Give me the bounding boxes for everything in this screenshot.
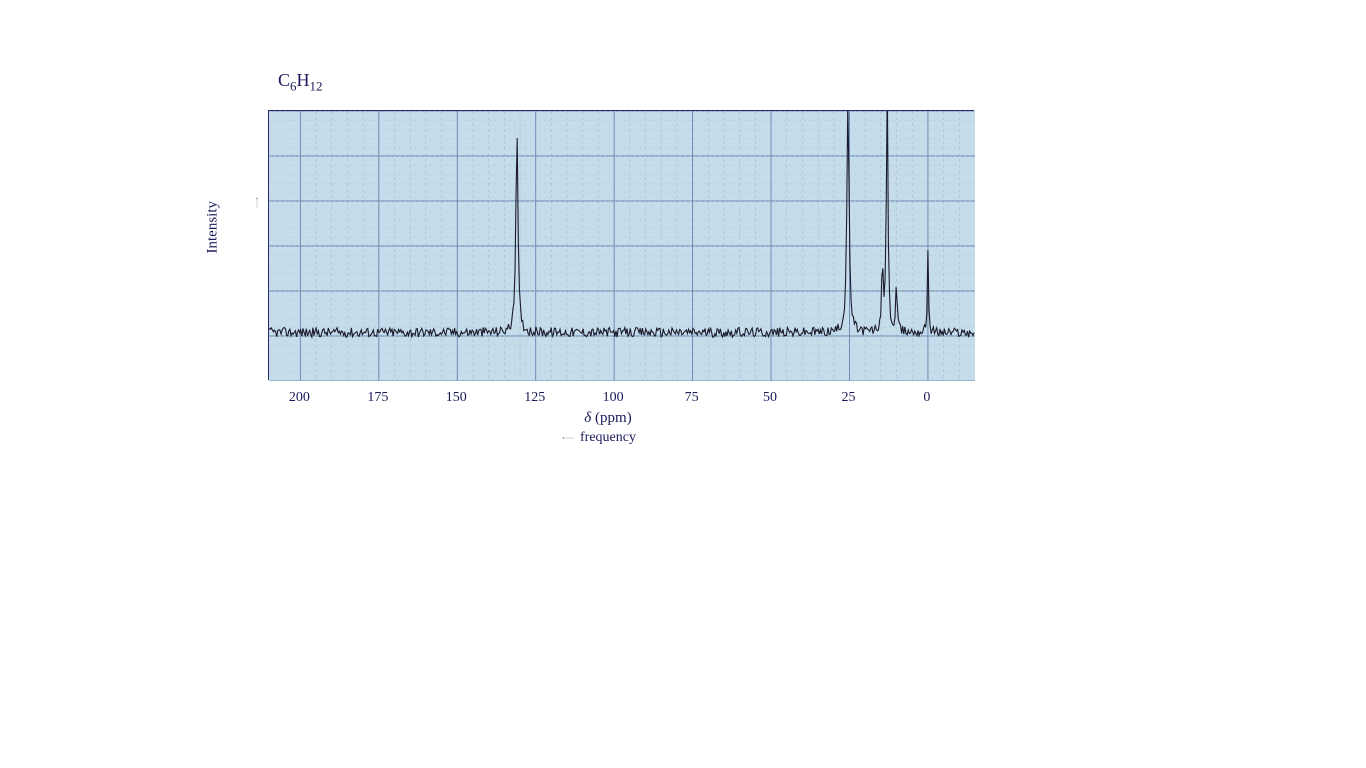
x-tick-label: 150: [446, 390, 467, 406]
x-axis-label: δ (ppm): [584, 410, 631, 427]
x-tick-label: 25: [841, 390, 855, 406]
chart-title: C6H12: [278, 70, 323, 95]
formula-h-sub: 12: [310, 79, 323, 94]
nmr-chart: C6H12 Intensity 2001751501251007550250 δ…: [228, 80, 988, 460]
intensity-arrow-icon: [256, 175, 258, 230]
formula-h: H: [297, 70, 310, 90]
x-tick-label: 100: [603, 390, 624, 406]
x-tick-label: 50: [763, 390, 777, 406]
x-axis-sublabel: frequency: [580, 430, 636, 446]
x-tick-label: 0: [923, 390, 930, 406]
plot-area: [268, 110, 974, 380]
spectrum-svg: [269, 111, 975, 381]
x-tick-label: 75: [685, 390, 699, 406]
x-tick-label: 125: [524, 390, 545, 406]
x-tick-label: 175: [367, 390, 388, 406]
formula-c: C: [278, 70, 290, 90]
x-tick-label: 200: [289, 390, 310, 406]
y-axis-label: Intensity: [205, 201, 222, 254]
